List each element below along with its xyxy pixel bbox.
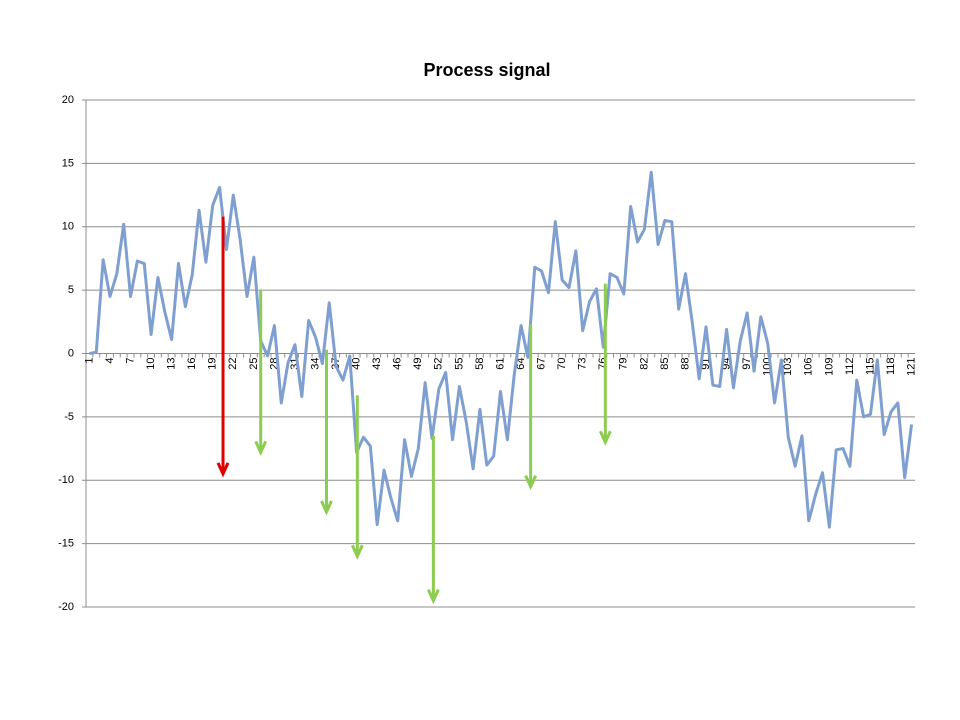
x-tick-label: 58 xyxy=(474,358,486,370)
x-tick-label: 46 xyxy=(392,358,404,370)
x-tick-label: 82 xyxy=(638,358,650,370)
arrow-head xyxy=(524,474,538,491)
y-tick-label: 5 xyxy=(68,284,74,296)
x-tick-label: 4 xyxy=(104,358,116,364)
x-tick-label: 25 xyxy=(248,358,260,370)
x-tick-label: 88 xyxy=(679,358,691,370)
x-tick-label: 19 xyxy=(207,358,219,370)
series-line xyxy=(89,170,914,529)
x-tick-label: 67 xyxy=(536,358,548,370)
x-tick-label: 109 xyxy=(823,358,835,376)
x-tick-label: 73 xyxy=(577,358,589,370)
y-tick-label: -15 xyxy=(58,538,74,550)
y-tick-label: -10 xyxy=(58,474,74,486)
x-tick-label: 79 xyxy=(618,358,630,370)
y-tick-label: 0 xyxy=(68,347,74,359)
x-tick-label: 52 xyxy=(433,358,445,370)
arrow-head xyxy=(216,462,230,478)
arrow-head xyxy=(426,589,440,605)
x-tick-label: 76 xyxy=(597,358,609,370)
arrow-head xyxy=(350,544,364,560)
x-tick-label: 70 xyxy=(556,358,568,370)
y-tick-label: -20 xyxy=(58,601,74,613)
arrow-head xyxy=(320,500,333,516)
x-tick-label: 103 xyxy=(782,358,794,376)
x-tick-label: 10 xyxy=(145,358,157,370)
x-tick-label: 97 xyxy=(741,358,753,370)
x-tick-label: 118 xyxy=(885,358,897,376)
arrow-head xyxy=(254,440,268,456)
x-tick-label: 40 xyxy=(351,358,363,370)
x-tick-label: 112 xyxy=(844,358,856,376)
x-tick-label: 106 xyxy=(803,358,815,376)
x-tick-label: 13 xyxy=(166,358,178,370)
y-tick-label: 10 xyxy=(62,221,74,233)
arrow-head xyxy=(598,430,612,446)
x-tick-label: 16 xyxy=(186,358,198,370)
x-tick-label: 49 xyxy=(412,358,424,370)
x-tick-label: 1 xyxy=(83,358,95,364)
x-tick-label: 61 xyxy=(494,358,506,370)
y-tick-label: 15 xyxy=(62,157,74,169)
x-tick-label: 121 xyxy=(905,358,917,376)
x-tick-label: 64 xyxy=(515,358,527,370)
y-tick-label: 20 xyxy=(62,94,74,106)
x-tick-label: 115 xyxy=(864,358,876,376)
x-tick-label: 34 xyxy=(309,358,321,370)
x-tick-label: 43 xyxy=(371,358,383,370)
x-tick-label: 55 xyxy=(453,358,465,370)
x-tick-label: 7 xyxy=(124,358,136,364)
x-tick-label: 22 xyxy=(227,358,239,370)
chart-title: Process signal xyxy=(423,60,550,80)
y-tick-label: -5 xyxy=(64,411,74,423)
x-tick-label: 85 xyxy=(659,358,671,370)
